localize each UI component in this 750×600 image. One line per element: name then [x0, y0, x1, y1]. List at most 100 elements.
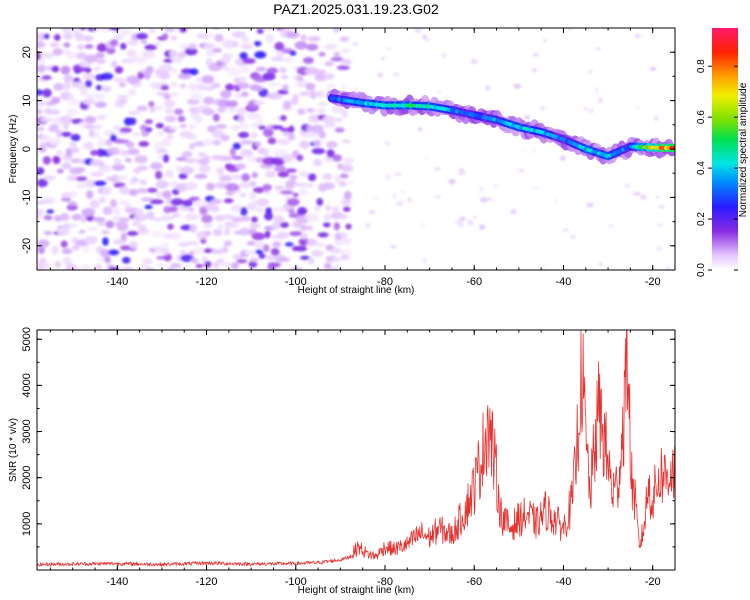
spectrogram-cell — [262, 128, 274, 138]
spectrogram-cell — [262, 183, 272, 192]
spectrogram-cell — [102, 237, 109, 246]
colorbar-ticks: 0.0 0.2 0.4 0.6 0.8 — [696, 59, 738, 277]
spectrogram-cell — [270, 56, 285, 62]
spectrogram-cell — [37, 213, 43, 220]
spectrogram-cell — [206, 32, 215, 39]
spectrogram-cell — [248, 260, 258, 268]
spectrogram-cell — [185, 241, 199, 246]
spectrogram-cell — [120, 266, 134, 270]
spectrogram-cell — [554, 198, 558, 203]
spectrogram-cell — [194, 173, 208, 179]
spectrogram-cell — [42, 155, 52, 165]
spectrogram-cell — [176, 254, 183, 262]
spectrogram-cell — [239, 227, 251, 236]
spectrogram-cell — [377, 72, 383, 78]
spectrogram-cell — [408, 197, 412, 202]
spectrogram-cell — [588, 69, 593, 74]
spectrogram-cell — [279, 115, 287, 121]
spectrogram-cell — [222, 246, 229, 253]
spectrogram-cell — [226, 67, 241, 77]
spectrogram-cell — [221, 65, 229, 71]
spectrogram-cell — [37, 51, 42, 61]
spectrogram-cell — [88, 129, 96, 138]
spectrogram-cell — [201, 214, 213, 224]
spectrogram-cell — [178, 73, 192, 80]
spectrogram-cell — [242, 57, 256, 65]
snr-y-axis-label: SNR (10 * v/v) — [8, 418, 19, 482]
spectrogram-cell — [202, 42, 216, 49]
spectrogram-cell — [285, 31, 300, 39]
spectrogram-cell — [241, 91, 249, 98]
spectrogram-cell — [381, 56, 385, 61]
spectrogram-cell — [421, 259, 428, 263]
spectrogram-cell — [305, 213, 319, 223]
spectrogram-cell — [152, 105, 164, 111]
spectrogram-cell — [37, 178, 48, 188]
spectrogram-cell — [255, 249, 263, 255]
snr-x-tick-label: -120 — [196, 576, 218, 588]
spectrogram-cell — [62, 256, 72, 266]
spectrogram-cell — [179, 124, 187, 129]
spectrogram-cell — [276, 50, 284, 58]
spectrogram-cell — [383, 141, 391, 146]
spectrogram-cell — [324, 61, 334, 67]
spectrogram-cell — [394, 172, 402, 176]
spectrogram-cell — [231, 216, 245, 223]
spectrogram-cell — [118, 217, 130, 223]
spectrogram-cell — [193, 246, 203, 256]
spectrogram-cell — [272, 241, 282, 248]
spectrogram-cell — [92, 216, 106, 222]
spectrogram-cell — [441, 53, 447, 59]
spectrogram-cell — [164, 108, 174, 114]
spectrogram-cell — [253, 100, 266, 106]
spectrogram-cell — [122, 256, 131, 264]
spectrogram-cell — [333, 28, 340, 34]
colorbar-label: Normalized spectral amplitude — [738, 82, 749, 217]
spectrogram-cell — [385, 174, 392, 180]
spectrogram-cell — [306, 108, 315, 113]
spectrogram-cell — [84, 115, 97, 124]
spectrogram-cell — [342, 157, 355, 165]
spectrogram-cell — [101, 186, 112, 196]
spectrogram-cell — [210, 198, 223, 204]
spectrogram-cell — [84, 235, 98, 245]
spectrogram-cell — [40, 52, 55, 59]
spectrogram-cell — [214, 214, 226, 222]
spectrogram-cell — [433, 167, 441, 171]
spectrogram-cell — [148, 101, 155, 107]
colorbar: 0.0 0.2 0.4 0.6 0.8 Normalized spectral ampl… — [696, 28, 749, 277]
spectrogram-cell — [341, 139, 351, 144]
spectrogram-cell — [231, 174, 242, 181]
spectrogram-cell — [239, 52, 248, 60]
spectrogram-cell — [219, 174, 233, 182]
spectrogram-cell — [201, 108, 215, 116]
spectrogram-cell — [125, 141, 135, 149]
spectrogram-cell — [392, 193, 397, 199]
spectrogram-cell — [217, 223, 225, 230]
spectrogram-cell — [37, 41, 46, 49]
spectrogram-cell — [452, 221, 460, 225]
spectrogram-cell — [386, 47, 392, 51]
spectrogram-y-axis-label: Frequency (Hz) — [8, 115, 19, 184]
spectrogram-cell — [154, 41, 163, 47]
spectrogram-cell — [598, 98, 603, 103]
spectrogram-cell — [215, 124, 228, 129]
spectrogram-cell — [170, 82, 179, 87]
spectrogram-cell — [640, 194, 647, 200]
spectrogram-cell — [559, 155, 566, 161]
spectrogram-cell — [218, 155, 233, 162]
spectrogram-cell — [257, 116, 264, 126]
spectrogram-cell — [72, 77, 81, 82]
spectrogram-cell — [196, 32, 211, 40]
spectrogram-cell — [95, 84, 103, 91]
spectrogram-cell — [479, 224, 485, 230]
spectrogram-cell — [243, 249, 256, 256]
spectrogram-cell — [311, 124, 324, 133]
spectrogram-cell — [203, 155, 211, 162]
spectrogram-cell — [184, 158, 197, 164]
spectrogram-cell — [229, 105, 236, 113]
spectrogram-cell — [347, 180, 355, 185]
spectrogram-cell — [167, 266, 175, 270]
snr-x-tick-label: -20 — [645, 576, 661, 588]
spectrogram-cell — [83, 35, 94, 42]
